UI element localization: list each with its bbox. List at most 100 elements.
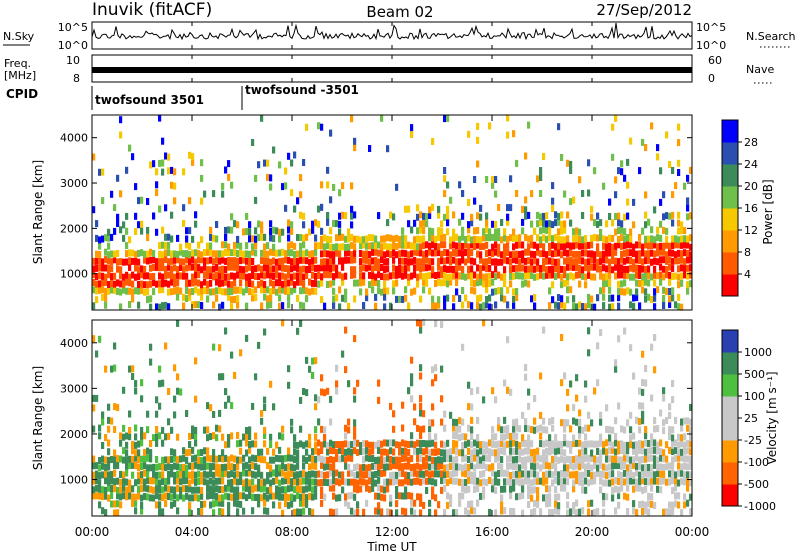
noise-right-label: N.Search <box>746 30 796 43</box>
heatmap-cell <box>689 493 693 501</box>
heatmap-cell <box>518 464 522 472</box>
heatmap-cell <box>533 463 537 471</box>
heatmap-cell <box>212 234 216 242</box>
heatmap-cell <box>215 287 219 295</box>
heatmap-cell <box>173 477 177 485</box>
heatmap-cell <box>416 319 420 327</box>
heatmap-cell <box>371 272 375 280</box>
heatmap-cell <box>653 366 657 374</box>
heatmap-cell <box>626 493 630 501</box>
heatmap-cell <box>362 447 366 455</box>
heatmap-cell <box>242 272 246 280</box>
heatmap-cell <box>113 250 117 258</box>
heatmap-cell <box>530 220 534 228</box>
heatmap-cell <box>107 456 111 464</box>
heatmap-cell <box>98 457 102 464</box>
heatmap-cell <box>578 409 582 417</box>
heatmap-cell <box>617 501 621 509</box>
heatmap-cell <box>602 256 606 264</box>
heatmap-cell <box>245 242 249 250</box>
heatmap-cell <box>686 213 690 221</box>
heatmap-cell <box>545 220 549 228</box>
heatmap-cell <box>431 439 435 447</box>
heatmap-cell <box>497 271 501 279</box>
heatmap-cell <box>440 228 444 236</box>
heatmap-cell <box>326 181 330 189</box>
heatmap-cell <box>452 266 456 273</box>
heatmap-cell <box>455 509 459 516</box>
heatmap-cell <box>173 500 177 507</box>
heatmap-cell <box>551 281 555 289</box>
heatmap-cell <box>629 137 633 145</box>
heatmap-cell <box>107 228 111 236</box>
heatmap-cell <box>146 198 150 205</box>
heatmap-cell <box>515 250 519 258</box>
heatmap-cell <box>161 456 165 464</box>
heatmap-cell <box>365 256 369 264</box>
heatmap-cell <box>653 502 657 510</box>
heatmap-cell <box>434 320 438 328</box>
heatmap-cell <box>644 250 648 258</box>
heatmap-cell <box>671 501 675 509</box>
heatmap-cell <box>416 280 420 288</box>
heatmap-cell <box>524 439 528 447</box>
heatmap-cell <box>521 470 525 478</box>
heatmap-cell <box>341 477 345 485</box>
heatmap-cell <box>386 478 390 486</box>
heatmap-cell <box>311 372 315 379</box>
heatmap-cell <box>659 486 663 494</box>
heatmap-cell <box>161 241 165 249</box>
heatmap-cell <box>488 508 492 516</box>
heatmap-cell <box>581 486 585 494</box>
heatmap-cell <box>665 257 669 265</box>
heatmap-cell <box>368 234 372 242</box>
heatmap-cell <box>596 265 600 273</box>
heatmap-cell <box>380 448 384 456</box>
heatmap-cell <box>269 456 273 464</box>
heatmap-cell <box>578 250 582 258</box>
heatmap-cell <box>308 471 312 478</box>
heatmap-cell <box>332 484 336 492</box>
heatmap-cell <box>644 241 648 249</box>
heatmap-cell <box>218 287 222 295</box>
heatmap-cell <box>344 326 348 334</box>
heatmap-cell <box>119 501 123 509</box>
heatmap-cell <box>257 464 261 472</box>
heatmap-cell <box>356 486 360 494</box>
heatmap-cell <box>287 226 291 234</box>
heatmap-cell <box>353 144 357 152</box>
heatmap-cell <box>248 250 252 258</box>
heatmap-cell <box>386 258 390 266</box>
heatmap-cell <box>272 287 276 295</box>
heatmap-cell <box>107 478 111 486</box>
heatmap-cell <box>656 226 660 234</box>
heatmap-cell <box>374 463 378 470</box>
heatmap-cell <box>353 464 357 471</box>
heatmap-cell <box>281 433 285 441</box>
heatmap-cell <box>140 379 144 387</box>
heatmap-cell <box>536 501 540 508</box>
heatmap-cell <box>500 456 504 464</box>
heatmap-cell <box>314 470 318 478</box>
heatmap-cell <box>278 501 282 509</box>
heatmap-cell <box>185 449 189 457</box>
heatmap-cell <box>491 469 495 477</box>
heatmap-cell <box>188 508 192 516</box>
heatmap-cell <box>269 441 273 448</box>
heatmap-cell <box>419 226 423 234</box>
heatmap-cell <box>248 469 252 477</box>
heatmap-cell <box>587 159 591 167</box>
heatmap-cell <box>422 212 426 220</box>
heatmap-cell <box>446 439 450 447</box>
heatmap-cell <box>281 319 285 327</box>
heatmap-cell <box>194 395 198 403</box>
heatmap-cell <box>170 257 174 265</box>
heatmap-cell <box>281 248 285 256</box>
heatmap-cell <box>452 440 456 447</box>
heatmap-cell <box>230 432 234 440</box>
heatmap-cell <box>467 234 471 242</box>
heatmap-cell <box>371 484 375 492</box>
heatmap-cell <box>527 388 531 396</box>
heatmap-cell <box>398 456 402 464</box>
heatmap-cell <box>446 256 450 264</box>
